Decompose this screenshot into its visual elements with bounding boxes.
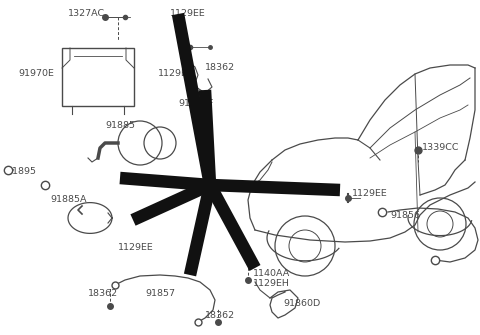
Text: 91860D: 91860D xyxy=(283,298,320,308)
Text: 18362: 18362 xyxy=(205,312,235,321)
Text: 91857: 91857 xyxy=(145,289,175,298)
Text: 18362: 18362 xyxy=(88,289,118,298)
Text: 91970E: 91970E xyxy=(18,68,54,77)
Text: 91885: 91885 xyxy=(105,121,135,130)
Text: 1129EE: 1129EE xyxy=(118,244,154,253)
Text: 1129EE: 1129EE xyxy=(352,190,388,199)
Text: 91200F: 91200F xyxy=(178,98,214,108)
Text: 1140AA: 1140AA xyxy=(253,269,290,278)
Text: 1339CC: 1339CC xyxy=(422,143,459,152)
Text: 18362: 18362 xyxy=(205,64,235,72)
Text: 91885A: 91885A xyxy=(50,196,86,204)
Text: 1129EH: 1129EH xyxy=(253,279,290,288)
Text: 91895: 91895 xyxy=(6,168,36,177)
Circle shape xyxy=(203,178,217,192)
Text: 91856: 91856 xyxy=(390,211,420,220)
Text: 1327AC: 1327AC xyxy=(68,9,105,18)
Text: 1129EE: 1129EE xyxy=(158,68,194,77)
Text: 1129EE: 1129EE xyxy=(170,9,206,18)
